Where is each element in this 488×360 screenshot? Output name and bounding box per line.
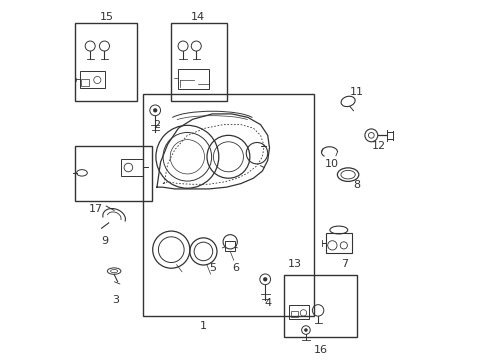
Bar (81, 79, 89, 86)
Bar (80, 71, 105, 88)
Bar (288, 305, 308, 319)
Text: 15: 15 (100, 13, 114, 22)
Circle shape (153, 108, 157, 112)
Text: 17: 17 (89, 203, 103, 213)
Circle shape (304, 328, 307, 332)
Bar (290, 311, 297, 317)
Text: 13: 13 (287, 259, 301, 269)
Text: 8: 8 (353, 180, 360, 190)
Text: 12: 12 (371, 141, 385, 151)
Bar (178, 69, 208, 89)
Circle shape (263, 277, 267, 282)
Text: 4: 4 (264, 298, 271, 308)
Bar (283, 275, 356, 337)
Bar (325, 233, 351, 253)
Text: 9: 9 (102, 236, 108, 246)
Bar (75, 23, 137, 102)
Text: 10: 10 (325, 159, 338, 169)
Text: 3: 3 (112, 295, 119, 305)
Text: 2: 2 (152, 120, 160, 130)
Text: 6: 6 (232, 262, 239, 273)
Text: 1: 1 (200, 321, 206, 332)
Text: 16: 16 (314, 345, 327, 355)
Bar (75, 146, 151, 202)
Text: 7: 7 (340, 259, 347, 269)
Text: 14: 14 (191, 13, 204, 22)
Bar (225, 242, 235, 251)
Text: 11: 11 (349, 87, 363, 98)
Text: 5: 5 (208, 262, 215, 273)
Bar (142, 94, 313, 316)
Bar (171, 23, 226, 102)
Bar (121, 158, 143, 176)
